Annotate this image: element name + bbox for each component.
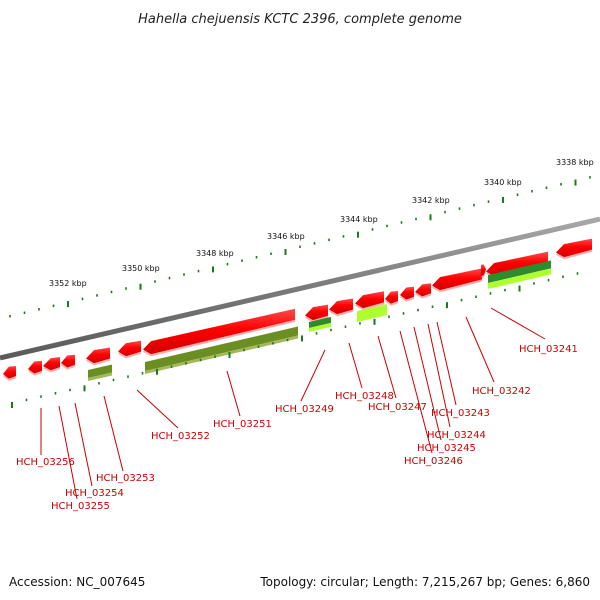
cds-03241 — [556, 238, 592, 260]
leader-03245 — [413, 326, 442, 441]
leader-03249 — [300, 349, 326, 402]
leader-03252 — [136, 389, 179, 429]
gene-label-03241[interactable]: HCH_03241 — [519, 344, 578, 355]
leader-03247 — [377, 335, 397, 399]
scale-label-3346: 3346 kbp — [267, 232, 305, 241]
cds-03255 — [28, 360, 42, 376]
gene-label-03244[interactable]: HCH_03244 — [427, 430, 486, 441]
olive-highlight-03251 — [145, 335, 298, 374]
accession-text: Accession: NC_007645 — [9, 575, 145, 589]
cds-03243 — [432, 268, 482, 293]
olive-block-03251 — [145, 326, 298, 371]
leader-03248 — [348, 342, 363, 389]
cds-03242-body — [486, 251, 548, 277]
olive-highlight-03253 — [88, 372, 112, 381]
scale-ticks — [9, 176, 591, 318]
cds-03247 — [355, 291, 384, 311]
cds-03248 — [329, 298, 353, 317]
cds-03255-body — [28, 360, 42, 374]
leader-03253 — [103, 395, 124, 472]
gene-labels: HCH_03241 HCH_03242 HCH_03243 HCH_03244 … — [16, 344, 578, 512]
green-block-03241 — [488, 260, 551, 283]
leader-03254 — [74, 402, 93, 487]
cds-03245-body — [400, 286, 414, 300]
cds-03241-body — [556, 238, 592, 258]
gene-label-03249[interactable]: HCH_03249 — [275, 404, 334, 415]
gene-label-03252[interactable]: HCH_03252 — [151, 431, 210, 442]
cds-03256-body — [3, 365, 16, 379]
cds-03248-body — [329, 298, 353, 315]
map-title: Hahella chejuensis KCTC 2396, complete g… — [138, 12, 462, 27]
olive-block-03253 — [88, 364, 112, 378]
scale-label-3350: 3350 kbp — [122, 264, 160, 273]
lime-block-03249 — [309, 322, 331, 332]
scale-label-3340: 3340 kbp — [484, 178, 522, 187]
cds-03242a-body — [481, 264, 486, 276]
cds-03243-body — [432, 268, 482, 291]
leader-03255 — [58, 405, 78, 500]
leader-03242 — [465, 316, 495, 383]
cds-03244 — [415, 283, 431, 299]
cds-03252a — [118, 340, 141, 359]
cds-03254-body — [43, 357, 60, 371]
gene-features — [3, 238, 592, 381]
green-block-03249 — [309, 316, 331, 328]
scale-label-3348: 3348 kbp — [196, 249, 234, 258]
cds-03254 — [43, 357, 60, 373]
gene-label-03242[interactable]: HCH_03242 — [472, 386, 531, 397]
cds-03247-body — [355, 291, 384, 309]
cds-03242a — [481, 264, 486, 279]
gene-label-03256[interactable]: HCH_03256 — [16, 457, 75, 468]
lime-block-03241 — [488, 268, 551, 289]
gene-label-03243[interactable]: HCH_03243 — [431, 408, 490, 419]
cds-03245 — [400, 286, 414, 302]
cds-03253 — [86, 347, 110, 366]
scale-label-3338: 3338 kbp — [556, 158, 594, 167]
label-leaders — [40, 307, 546, 500]
leader-03251 — [226, 370, 241, 417]
gene-label-03247[interactable]: HCH_03247 — [368, 402, 427, 413]
scale-label-3344: 3344 kbp — [340, 215, 378, 224]
gene-label-03251[interactable]: HCH_03251 — [213, 419, 272, 430]
scale-label-3352: 3352 kbp — [49, 279, 87, 288]
cds-03246 — [385, 290, 398, 306]
gene-label-03254[interactable]: HCH_03254 — [65, 488, 124, 499]
leader-03246 — [399, 330, 433, 454]
cds-03252 — [143, 308, 295, 357]
inner-ticks — [11, 272, 579, 408]
leader-03243 — [436, 321, 457, 406]
genome-summary-text: Topology: circular; Length: 7,215,267 bp… — [259, 575, 590, 589]
cds-03249 — [305, 304, 328, 323]
cds-03249-body — [305, 304, 328, 321]
gene-label-03248[interactable]: HCH_03248 — [335, 391, 394, 402]
gene-label-03255[interactable]: HCH_03255 — [51, 501, 110, 512]
cds-03256 — [3, 365, 16, 381]
scale-labels: 3352 kbp 3350 kbp 3348 kbp 3346 kbp 3344… — [49, 158, 594, 288]
cds-03253b — [61, 354, 75, 370]
genome-backbone — [0, 216, 600, 361]
cds-03252a-body — [118, 340, 141, 357]
cds-03253b-body — [61, 354, 75, 368]
scale-label-3342: 3342 kbp — [412, 196, 450, 205]
leader-03244 — [427, 323, 451, 428]
leader-03241 — [490, 307, 546, 340]
gene-label-03245[interactable]: HCH_03245 — [417, 443, 476, 454]
cds-03244-body — [415, 283, 431, 297]
cds-03253-body — [86, 347, 110, 364]
gene-label-03253[interactable]: HCH_03253 — [96, 473, 155, 484]
cds-03252-body — [143, 308, 295, 355]
lime-block-03247 — [357, 304, 387, 322]
gene-label-03246[interactable]: HCH_03246 — [404, 456, 463, 467]
cds-03246-body — [385, 290, 398, 304]
